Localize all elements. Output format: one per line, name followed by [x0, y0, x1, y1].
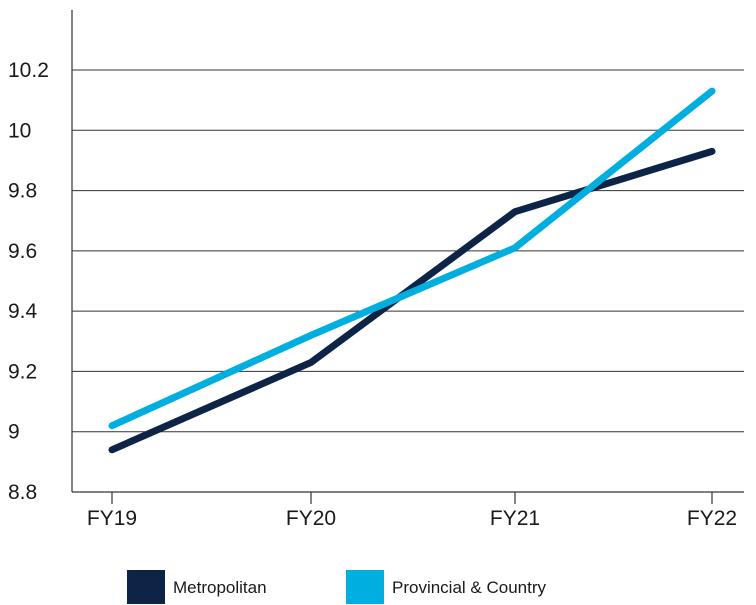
legend-swatch [346, 570, 384, 604]
y-tick-label: 9 [8, 421, 20, 444]
y-tick-label: 10 [8, 119, 31, 142]
legend: Metropolitan Provincial & Country [127, 570, 547, 604]
y-tick-label: 9.4 [8, 300, 38, 323]
series-line-provincial-country [108, 87, 716, 430]
series-lines [108, 87, 716, 454]
x-tick-label: FY22 [687, 507, 737, 530]
gridlines [72, 69, 744, 493]
x-tick-label: FY20 [286, 507, 336, 530]
y-tick-label: 8.8 [8, 481, 37, 504]
legend-label: Metropolitan [173, 578, 267, 597]
legend-swatch [127, 570, 165, 604]
y-tick-label: 10.2 [8, 59, 49, 82]
y-tick-label: 9.6 [8, 240, 37, 263]
x-ticks: FY19 FY20 FY21 FY22 [87, 492, 737, 530]
y-tick-label: 9.8 [8, 180, 37, 203]
y-tick-labels: 8.8 9 9.2 9.4 9.6 9.8 10 10.2 [8, 59, 49, 504]
x-tick-label: FY19 [87, 507, 137, 530]
series-line-metropolitan [108, 147, 716, 454]
legend-label: Provincial & Country [392, 578, 547, 597]
y-tick-label: 9.2 [8, 360, 37, 383]
x-tick-label: FY21 [490, 507, 540, 530]
